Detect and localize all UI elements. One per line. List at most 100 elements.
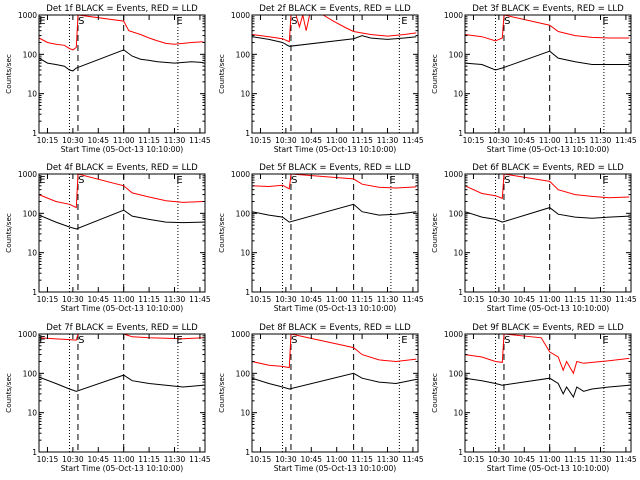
y-tick-label: 1: [458, 288, 463, 297]
x-tick-label: 10:45: [513, 136, 535, 145]
x-tick-label: 10:30: [62, 295, 84, 304]
interval-marker-label: S: [78, 335, 84, 346]
x-tick-label: 10:30: [275, 295, 297, 304]
x-tick-label: 11:45: [615, 136, 637, 145]
x-tick-label: 11:45: [615, 455, 637, 464]
chart-title: Det 7f BLACK = Events, RED = LLD: [46, 323, 198, 333]
chart-title: Det 1f BLACK = Events, RED = LLD: [46, 4, 198, 14]
interval-marker-label: E: [176, 16, 182, 27]
y-tick-label: 100: [236, 209, 251, 218]
plot-frame: [464, 333, 632, 453]
series-line: [251, 35, 417, 47]
y-tick-label: 100: [23, 369, 38, 378]
x-tick-label: 11:15: [351, 455, 373, 464]
x-axis-label: Start Time (05-Oct-13 10:10:00): [487, 145, 610, 154]
y-tick-label: 1000: [444, 11, 463, 20]
x-tick-label: 11:30: [590, 136, 612, 145]
plot-frame: [251, 333, 419, 453]
x-tick-label: 11:00: [326, 295, 348, 304]
y-tick-label: 1: [32, 288, 37, 297]
chart-panel: Det 4f BLACK = Events, RED = LLD 1 10 100 10…: [4, 163, 211, 313]
y-tick-label: 100: [236, 369, 251, 378]
chart-panel: Det 1f BLACK = Events, RED = LLD 1 10 100 10…: [4, 4, 211, 154]
x-tick-label: 10:45: [300, 136, 322, 145]
series-line: [38, 14, 204, 51]
y-axis-label: Counts/sec: [4, 373, 13, 413]
chart-panel: Det 8f BLACK = Events, RED = LLD 1 10 100 10…: [217, 323, 424, 473]
y-tick-label: 1000: [18, 170, 37, 179]
y-tick-label: 10: [453, 90, 463, 99]
x-tick-label: 11:00: [113, 295, 135, 304]
x-tick-label: 11:30: [590, 455, 612, 464]
x-tick-label: 10:30: [488, 136, 510, 145]
x-tick-label: 10:45: [87, 136, 109, 145]
x-tick-label: 11:45: [402, 136, 424, 145]
x-tick-label: 11:30: [164, 136, 186, 145]
series-line: [251, 372, 417, 390]
y-tick-label: 1: [458, 129, 463, 138]
y-axis-label: Counts/sec: [430, 54, 439, 94]
chart-panel: Det 3f BLACK = Events, RED = LLD 1 10 100 10…: [430, 4, 637, 154]
x-tick-label: 11:45: [402, 455, 424, 464]
x-tick-label: 10:15: [463, 136, 485, 145]
x-tick-label: 11:30: [377, 455, 399, 464]
chart-title: Det 5f BLACK = Events, RED = LLD: [259, 163, 411, 173]
series-line: [251, 203, 417, 223]
y-tick-label: 100: [236, 50, 251, 59]
x-axis-label: Start Time (05-Oct-13 10:10:00): [61, 145, 184, 154]
interval-marker-label: E: [602, 335, 608, 346]
x-tick-label: 10:45: [87, 455, 109, 464]
x-tick-label: 11:45: [189, 295, 211, 304]
interval-marker-label: E: [602, 175, 608, 186]
x-tick-label: 10:45: [300, 455, 322, 464]
x-axis-label: Start Time (05-Oct-13 10:10:00): [274, 145, 397, 154]
x-tick-label: 10:15: [250, 295, 272, 304]
y-tick-label: 1000: [18, 330, 37, 339]
x-tick-label: 11:45: [189, 136, 211, 145]
chart-title: Det 4f BLACK = Events, RED = LLD: [46, 163, 198, 173]
x-tick-label: 11:15: [351, 136, 373, 145]
x-tick-label: 11:15: [564, 295, 586, 304]
plot-frame: [464, 14, 632, 134]
x-tick-label: 10:30: [275, 136, 297, 145]
interval-marker-label: S: [78, 175, 84, 186]
x-tick-label: 11:45: [402, 295, 424, 304]
x-tick-label: 10:15: [250, 136, 272, 145]
interval-marker-label: S: [504, 16, 510, 27]
x-tick-label: 10:45: [513, 455, 535, 464]
x-tick-label: 10:15: [250, 455, 272, 464]
y-tick-label: 100: [449, 369, 464, 378]
x-tick-label: 11:15: [564, 136, 586, 145]
y-axis-label: Counts/sec: [430, 373, 439, 413]
y-tick-label: 10: [240, 249, 250, 258]
x-axis-label: Start Time (05-Oct-13 10:10:00): [61, 304, 184, 313]
x-tick-label: 10:30: [275, 455, 297, 464]
chart-panel: Det 5f BLACK = Events, RED = LLD 1 10 100 10…: [217, 163, 424, 313]
x-tick-label: 11:30: [590, 295, 612, 304]
x-tick-label: 11:45: [615, 295, 637, 304]
y-tick-label: 1000: [444, 170, 463, 179]
chart-title: Det 8f BLACK = Events, RED = LLD: [259, 323, 411, 333]
x-axis-label: Start Time (05-Oct-13 10:10:00): [274, 464, 397, 473]
x-tick-label: 10:45: [300, 295, 322, 304]
x-tick-label: 10:30: [62, 455, 84, 464]
y-tick-label: 100: [23, 209, 38, 218]
x-tick-label: 10:45: [513, 295, 535, 304]
x-tick-label: 11:30: [377, 136, 399, 145]
y-tick-label: 1000: [444, 330, 463, 339]
y-axis-label: Counts/sec: [217, 54, 226, 94]
chart-title: Det 3f BLACK = Events, RED = LLD: [472, 4, 624, 14]
y-tick-label: 100: [449, 209, 464, 218]
x-tick-label: 11:45: [189, 455, 211, 464]
chart-panel: Det 6f BLACK = Events, RED = LLD 1 10 100 10…: [430, 163, 637, 313]
y-tick-label: 10: [240, 90, 250, 99]
interval-marker-label: S: [291, 335, 297, 346]
plot-frame: [38, 333, 206, 453]
plot-frame: [464, 173, 632, 293]
x-tick-label: 11:30: [164, 455, 186, 464]
y-tick-label: 1: [245, 448, 250, 457]
chart-title: Det 2f BLACK = Events, RED = LLD: [259, 4, 411, 14]
y-tick-label: 1: [458, 448, 463, 457]
x-tick-label: 11:00: [326, 455, 348, 464]
y-axis-label: Counts/sec: [430, 213, 439, 253]
